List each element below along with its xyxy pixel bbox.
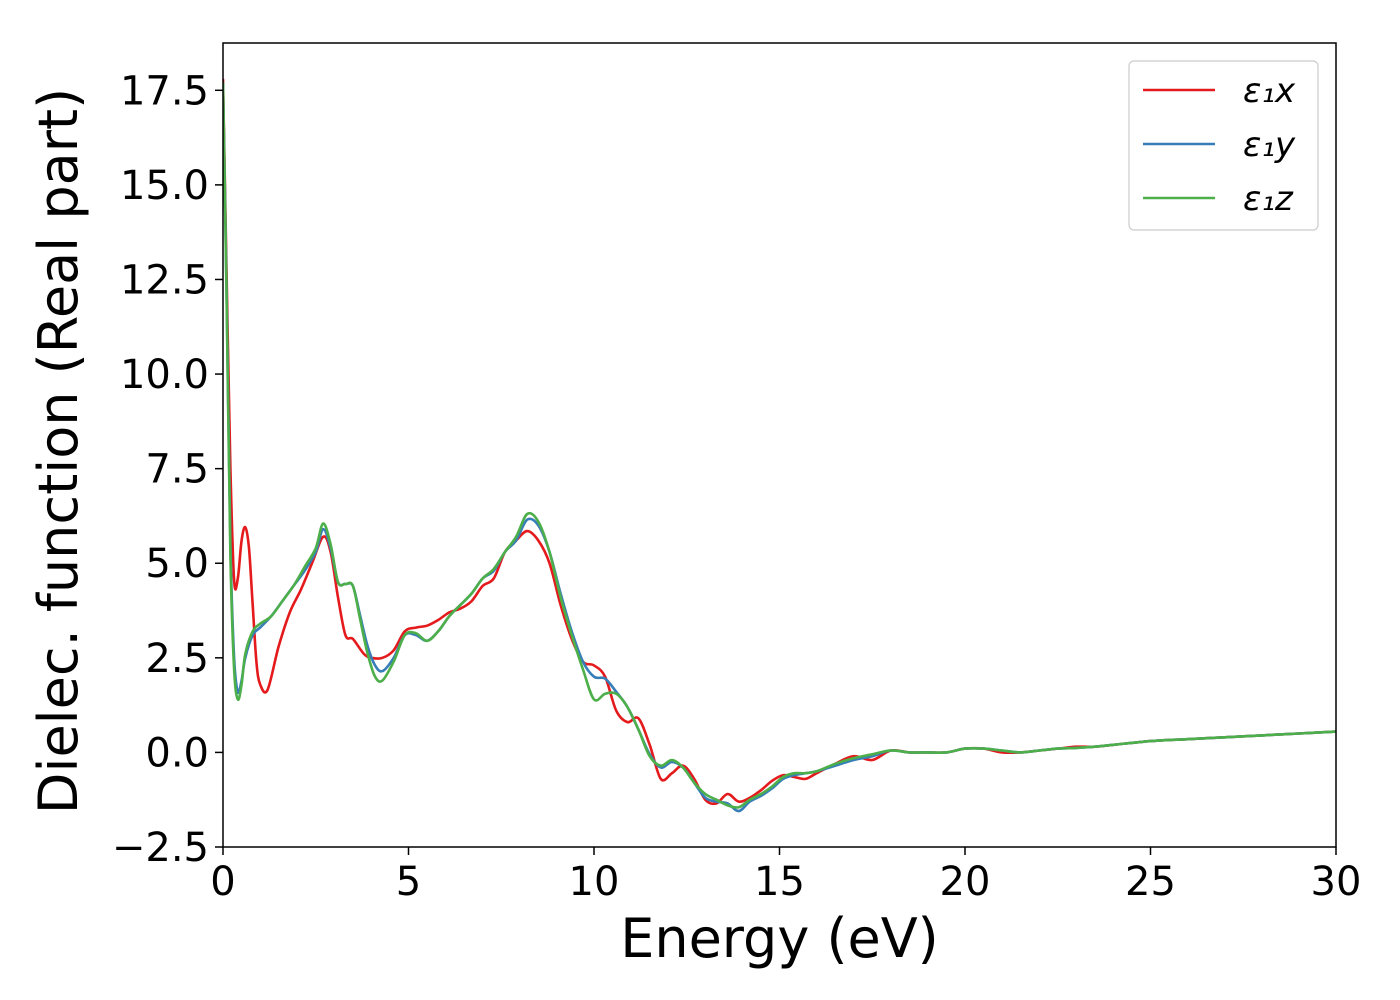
x-tick-label: 10: [569, 859, 620, 905]
y-tick-label: −2.5: [112, 825, 209, 871]
legend-label: ε₁x: [1243, 71, 1296, 111]
y-tick-label: 17.5: [120, 68, 209, 114]
y-axis-label: Dielec. function (Real part): [27, 88, 90, 814]
x-tick-label: 15: [754, 859, 805, 905]
y-tick-label: 7.5: [145, 447, 209, 493]
y-tick-label: 0.0: [145, 730, 209, 776]
x-tick-label: 20: [940, 859, 991, 905]
x-axis-ticks: 0 5 10 15 20 25 30: [210, 847, 1361, 905]
y-tick-label: 5.0: [145, 541, 209, 587]
y-tick-label: 10.0: [120, 352, 209, 398]
series-line-3: [223, 82, 1336, 809]
x-tick-label: 25: [1125, 859, 1176, 905]
y-tick-label: 2.5: [145, 636, 209, 682]
x-tick-label: 30: [1311, 859, 1362, 905]
legend-label: ε₁z: [1243, 179, 1294, 219]
legend-label: ε₁y: [1243, 125, 1296, 165]
y-tick-label: 12.5: [120, 257, 209, 303]
x-tick-label: 0: [210, 859, 235, 905]
series-lines: [223, 78, 1336, 813]
legend: ε₁x ε₁y ε₁z: [1128, 60, 1319, 231]
legend-box: [1128, 60, 1319, 231]
x-axis-label: Energy (eV): [620, 907, 939, 970]
y-axis-ticks: −2.5 0.0 2.5 5.0 7.5 10.0 12.5 15.0 17.5: [112, 68, 223, 871]
x-tick-label: 5: [396, 859, 421, 905]
y-tick-label: 15.0: [120, 163, 209, 209]
